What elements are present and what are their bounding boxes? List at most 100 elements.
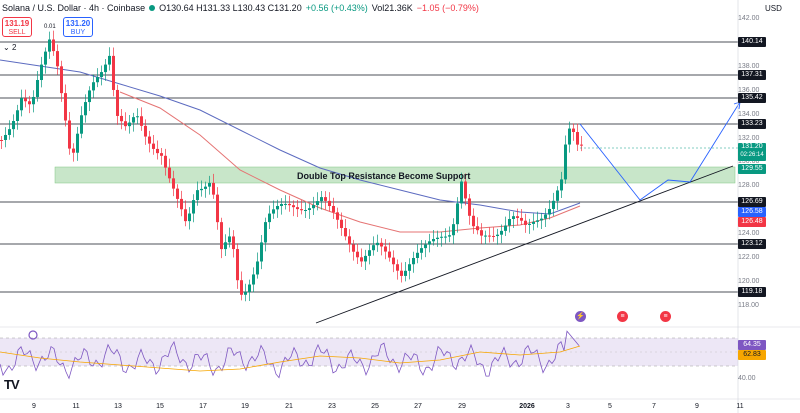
event-flag-us-icon[interactable]: ≡	[660, 311, 671, 322]
candle-body	[448, 235, 451, 237]
candle-body	[248, 284, 251, 293]
candle-body	[288, 203, 291, 206]
level-price-tag: 133.23	[738, 119, 766, 129]
candle-body	[384, 246, 387, 252]
candle-body	[348, 236, 351, 245]
candle-body	[300, 209, 303, 211]
candle-body	[312, 205, 315, 209]
candle-body	[548, 208, 551, 215]
spread-value: 0.01	[44, 24, 56, 30]
time-tick-label: 2026	[519, 403, 535, 410]
candle-body	[512, 216, 515, 219]
candle-body	[316, 201, 319, 206]
candle-body	[272, 209, 275, 214]
tradingview-logo-icon: TV	[4, 377, 20, 392]
candle-body	[396, 264, 399, 271]
candle-body	[88, 90, 91, 103]
candle-body	[496, 234, 499, 237]
candle-body	[196, 190, 199, 201]
candle-body	[76, 133, 79, 153]
candle-body	[352, 244, 355, 252]
horizontal-levels[interactable]	[0, 41, 738, 293]
candle-body	[168, 167, 171, 179]
candle-body	[200, 188, 203, 191]
candle-body	[344, 228, 347, 237]
candle-body	[44, 51, 47, 65]
candle-body	[404, 270, 407, 276]
time-tick-label: 19	[241, 403, 249, 410]
sell-button[interactable]: 131.19 SELL	[2, 17, 32, 37]
level-price-tag: 129.55	[738, 164, 766, 174]
candle-body	[368, 250, 371, 256]
candle-body	[56, 51, 59, 67]
time-tick-label: 13	[114, 403, 122, 410]
candle-body	[276, 205, 279, 210]
candle-body	[8, 129, 11, 135]
candle-body	[304, 209, 307, 211]
candle-body	[68, 120, 71, 149]
candle-body	[436, 237, 439, 239]
candle-body	[32, 96, 35, 105]
last-price-tag: 131.20 02:26:14	[738, 143, 766, 161]
candle-body	[24, 98, 27, 102]
price-tick-label: 142.00	[738, 15, 760, 22]
candle-body	[500, 230, 503, 235]
time-tick-label: 21	[285, 403, 293, 410]
candle-body	[332, 206, 335, 213]
time-tick-label: 9	[695, 403, 699, 410]
candle-body	[124, 121, 127, 127]
candle-body	[48, 39, 51, 52]
candle-body	[492, 235, 495, 237]
candle-body	[256, 261, 259, 275]
candle-body	[428, 241, 431, 245]
candle-body	[224, 242, 227, 250]
rsi-axis-label: 40.00	[738, 375, 756, 382]
level-price-tag: 140.14	[738, 37, 766, 47]
candle-body	[12, 120, 15, 130]
rsi-settings-icon[interactable]	[28, 330, 38, 340]
candle-body	[420, 248, 423, 253]
event-flag-us-icon[interactable]: ≡	[617, 311, 628, 322]
candle-body	[164, 155, 167, 168]
time-tick-label: 23	[328, 403, 336, 410]
projection-path	[579, 101, 741, 201]
candle-body	[416, 252, 419, 258]
zone-annotation[interactable]: Double Top Resistance Become Support	[297, 171, 471, 181]
candle-body	[128, 122, 131, 127]
time-tick-label: 5	[608, 403, 612, 410]
time-tick-label: 9	[32, 403, 36, 410]
trendline[interactable]	[315, 165, 734, 324]
candle-body	[520, 217, 523, 221]
symbol-title[interactable]: Solana / U.S. Dollar · 4h · Coinbase	[2, 3, 146, 13]
candle-body	[380, 242, 383, 247]
candle-body	[572, 128, 575, 133]
candle-body	[204, 186, 207, 189]
candle-body	[560, 179, 563, 191]
candle-body	[268, 213, 271, 223]
currency-label[interactable]: USD	[765, 4, 782, 13]
candle-body	[284, 203, 287, 205]
candle-body	[72, 148, 75, 153]
candle-body	[524, 220, 527, 225]
candle-body	[328, 200, 331, 207]
time-tick-label: 27	[414, 403, 422, 410]
candle-body	[180, 198, 183, 210]
candle-body	[392, 257, 395, 265]
candle-body	[104, 64, 107, 73]
candle-body	[292, 205, 295, 208]
level-price-tag: 123.12	[738, 239, 766, 249]
candle-body	[408, 264, 411, 271]
candle-body	[16, 110, 19, 121]
candle-body	[212, 182, 215, 195]
time-tick-label: 15	[156, 403, 164, 410]
level-price-tag: 126.58	[738, 207, 766, 217]
change-value: +0.56 (+0.43%)	[305, 3, 368, 13]
indicator-toggle[interactable]: ⌄ 2	[3, 43, 17, 52]
buy-button[interactable]: 131.20 BUY	[63, 17, 93, 37]
candle-body	[136, 116, 139, 118]
event-lightning-icon[interactable]: ⚡	[575, 311, 586, 322]
candle-body	[132, 117, 135, 123]
time-tick-label: 11	[72, 403, 80, 410]
level-price-tag: 126.48	[738, 217, 766, 227]
